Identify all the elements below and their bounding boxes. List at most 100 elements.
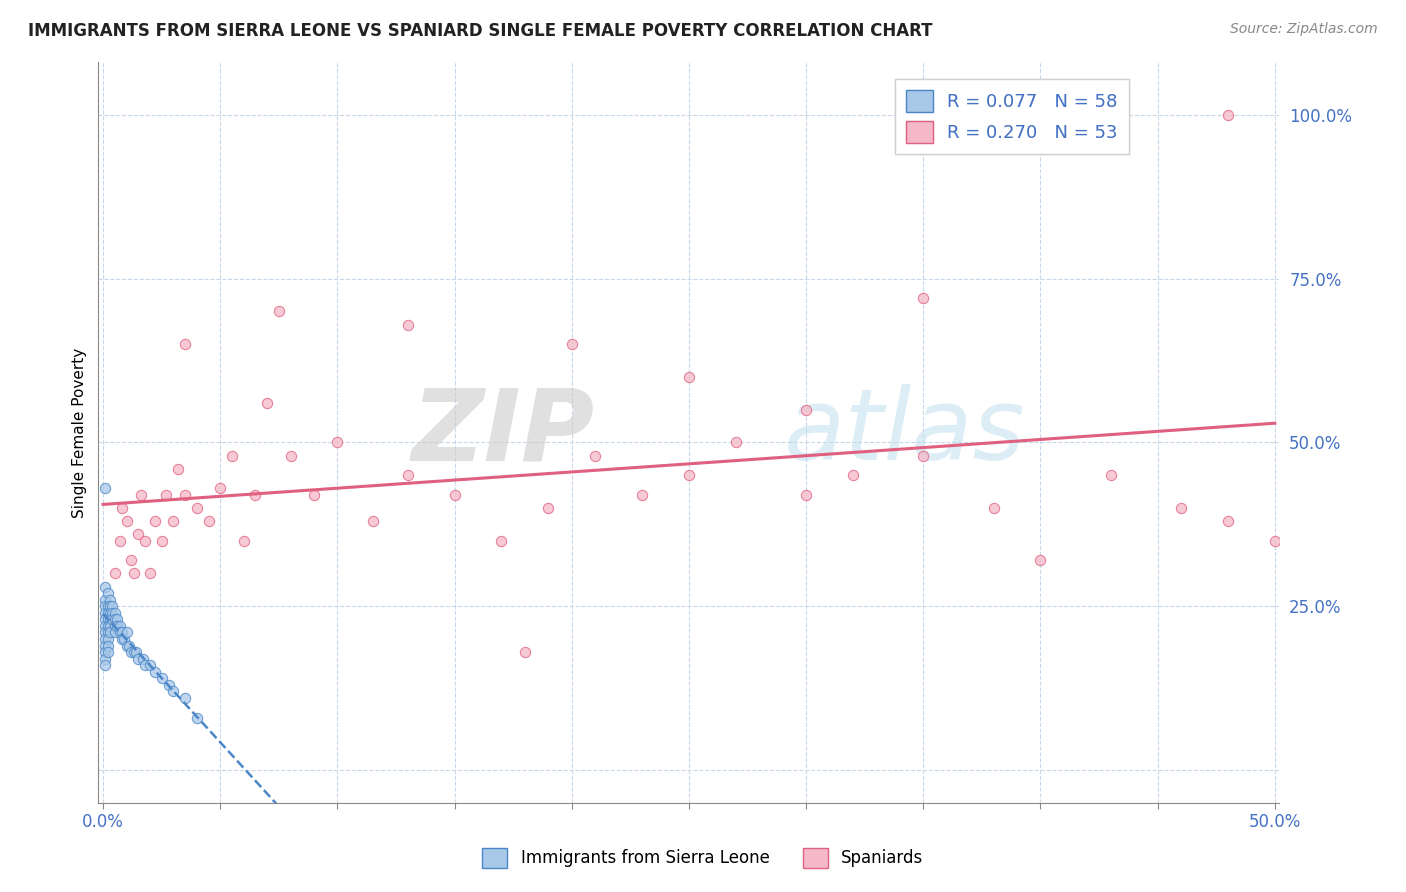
Point — [97, 639, 120, 653]
Point — [101, 612, 124, 626]
Point — [94, 619, 117, 633]
Point — [94, 632, 117, 646]
Point — [122, 645, 145, 659]
Point — [94, 592, 117, 607]
Point — [361, 514, 384, 528]
Point — [101, 606, 124, 620]
Point — [174, 337, 197, 351]
Text: ZIP: ZIP — [412, 384, 595, 481]
Point — [104, 625, 127, 640]
Point — [105, 619, 128, 633]
Point — [108, 533, 131, 548]
Point — [280, 449, 302, 463]
Point — [97, 632, 120, 646]
Point — [443, 488, 465, 502]
Point — [104, 566, 127, 581]
Point — [678, 370, 700, 384]
Point — [98, 612, 121, 626]
Point — [139, 658, 162, 673]
Point — [115, 514, 138, 528]
Point — [167, 461, 190, 475]
Point — [134, 533, 156, 548]
Point — [396, 468, 419, 483]
Point — [104, 619, 127, 633]
Point — [108, 619, 131, 633]
Point — [157, 678, 180, 692]
Point — [396, 318, 419, 332]
Text: Source: ZipAtlas.com: Source: ZipAtlas.com — [1230, 22, 1378, 37]
Point — [155, 488, 177, 502]
Point — [132, 651, 155, 665]
Point — [94, 625, 117, 640]
Point — [302, 488, 325, 502]
Point — [94, 645, 117, 659]
Point — [162, 684, 184, 698]
Point — [794, 402, 817, 417]
Point — [94, 580, 117, 594]
Point — [912, 291, 935, 305]
Point — [115, 625, 138, 640]
Point — [537, 500, 560, 515]
Point — [98, 625, 121, 640]
Point — [111, 500, 134, 515]
Point — [162, 514, 184, 528]
Point — [134, 658, 156, 673]
Point — [513, 645, 536, 659]
Point — [112, 632, 135, 646]
Point — [1264, 533, 1286, 548]
Point — [98, 592, 121, 607]
Point — [267, 304, 290, 318]
Point — [174, 690, 197, 705]
Point — [326, 435, 349, 450]
Point — [1170, 500, 1192, 515]
Point — [1099, 468, 1122, 483]
Point — [115, 639, 138, 653]
Point — [232, 533, 254, 548]
Point — [209, 481, 232, 495]
Point — [97, 619, 120, 633]
Point — [1029, 553, 1052, 567]
Point — [631, 488, 654, 502]
Point — [186, 500, 208, 515]
Point — [143, 665, 166, 679]
Point — [94, 599, 117, 614]
Point — [94, 481, 117, 495]
Point — [174, 488, 197, 502]
Point — [94, 639, 117, 653]
Point — [97, 586, 120, 600]
Point — [122, 566, 145, 581]
Point — [1216, 514, 1239, 528]
Point — [108, 625, 131, 640]
Point — [724, 435, 747, 450]
Point — [125, 645, 148, 659]
Point — [104, 612, 127, 626]
Point — [94, 658, 117, 673]
Point — [101, 599, 124, 614]
Point — [97, 599, 120, 614]
Point — [129, 488, 152, 502]
Point — [118, 639, 141, 653]
Point — [127, 651, 149, 665]
Point — [561, 337, 583, 351]
Point — [105, 612, 128, 626]
Point — [127, 527, 149, 541]
Legend: R = 0.077   N = 58, R = 0.270   N = 53: R = 0.077 N = 58, R = 0.270 N = 53 — [896, 78, 1129, 153]
Point — [678, 468, 700, 483]
Point — [97, 612, 120, 626]
Point — [583, 449, 606, 463]
Text: IMMIGRANTS FROM SIERRA LEONE VS SPANIARD SINGLE FEMALE POVERTY CORRELATION CHART: IMMIGRANTS FROM SIERRA LEONE VS SPANIARD… — [28, 22, 932, 40]
Point — [186, 711, 208, 725]
Point — [97, 625, 120, 640]
Text: atlas: atlas — [783, 384, 1025, 481]
Point — [94, 606, 117, 620]
Point — [97, 645, 120, 659]
Point — [143, 514, 166, 528]
Point — [491, 533, 513, 548]
Point — [150, 533, 173, 548]
Point — [794, 488, 817, 502]
Point — [111, 625, 134, 640]
Point — [111, 632, 134, 646]
Legend: Immigrants from Sierra Leone, Spaniards: Immigrants from Sierra Leone, Spaniards — [475, 841, 931, 875]
Point — [94, 651, 117, 665]
Point — [98, 599, 121, 614]
